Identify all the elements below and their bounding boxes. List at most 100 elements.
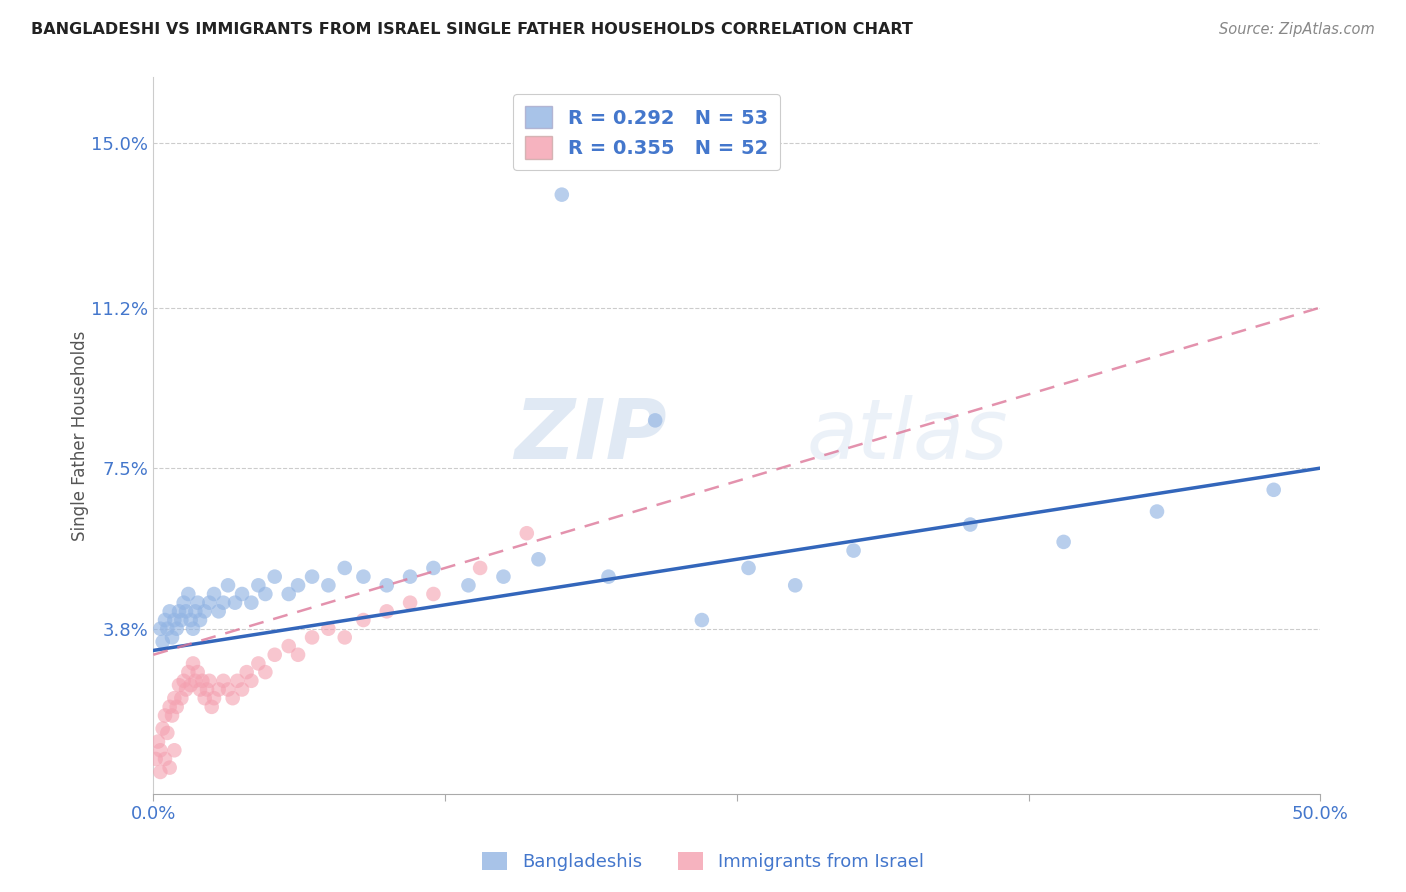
Text: BANGLADESHI VS IMMIGRANTS FROM ISRAEL SINGLE FATHER HOUSEHOLDS CORRELATION CHART: BANGLADESHI VS IMMIGRANTS FROM ISRAEL SI… bbox=[31, 22, 912, 37]
Point bbox=[226, 673, 249, 688]
Point bbox=[174, 604, 197, 618]
Point bbox=[399, 596, 422, 610]
Point bbox=[231, 682, 253, 697]
Point bbox=[457, 578, 479, 592]
Point bbox=[184, 673, 207, 688]
Point bbox=[318, 578, 340, 592]
Point bbox=[173, 596, 195, 610]
Point bbox=[318, 622, 340, 636]
Point bbox=[180, 613, 202, 627]
Point bbox=[277, 639, 299, 653]
Point bbox=[170, 613, 193, 627]
Point bbox=[527, 552, 550, 566]
Point bbox=[152, 722, 174, 736]
Point bbox=[198, 673, 221, 688]
Point bbox=[247, 578, 270, 592]
Point bbox=[163, 691, 186, 706]
Point bbox=[224, 596, 246, 610]
Point bbox=[1146, 504, 1168, 518]
Point bbox=[422, 587, 444, 601]
Text: Source: ZipAtlas.com: Source: ZipAtlas.com bbox=[1219, 22, 1375, 37]
Point bbox=[240, 673, 263, 688]
Point bbox=[166, 622, 188, 636]
Point bbox=[163, 743, 186, 757]
Point bbox=[166, 699, 188, 714]
Point bbox=[247, 657, 270, 671]
Point bbox=[468, 561, 491, 575]
Legend: R = 0.292   N = 53, R = 0.355   N = 52: R = 0.292 N = 53, R = 0.355 N = 52 bbox=[513, 95, 779, 170]
Point bbox=[399, 569, 422, 583]
Point bbox=[201, 699, 224, 714]
Point bbox=[301, 569, 323, 583]
Point bbox=[208, 604, 231, 618]
Point bbox=[177, 665, 200, 680]
Point bbox=[1052, 535, 1074, 549]
Point bbox=[422, 561, 444, 575]
Point bbox=[287, 648, 309, 662]
Point bbox=[287, 578, 309, 592]
Point bbox=[167, 604, 190, 618]
Point bbox=[222, 691, 245, 706]
Point bbox=[352, 613, 374, 627]
Point bbox=[163, 613, 186, 627]
Point bbox=[202, 587, 225, 601]
Point bbox=[156, 622, 179, 636]
Point bbox=[1263, 483, 1285, 497]
Point bbox=[173, 673, 195, 688]
Point bbox=[263, 648, 285, 662]
Legend: Bangladeshis, Immigrants from Israel: Bangladeshis, Immigrants from Israel bbox=[475, 845, 931, 879]
Point bbox=[159, 699, 181, 714]
Point bbox=[153, 752, 176, 766]
Point bbox=[188, 613, 211, 627]
Point bbox=[842, 543, 865, 558]
Point bbox=[145, 752, 167, 766]
Point bbox=[152, 634, 174, 648]
Text: ZIP: ZIP bbox=[515, 395, 666, 476]
Point bbox=[202, 691, 225, 706]
Point bbox=[217, 682, 239, 697]
Point bbox=[959, 517, 981, 532]
Point bbox=[208, 682, 231, 697]
Point bbox=[212, 673, 235, 688]
Point bbox=[254, 665, 277, 680]
Point bbox=[181, 657, 204, 671]
Point bbox=[235, 665, 257, 680]
Point bbox=[187, 665, 209, 680]
Point bbox=[184, 604, 207, 618]
Point bbox=[149, 622, 172, 636]
Point bbox=[191, 673, 214, 688]
Point bbox=[690, 613, 713, 627]
Point bbox=[598, 569, 620, 583]
Point bbox=[352, 569, 374, 583]
Point bbox=[153, 708, 176, 723]
Point bbox=[181, 622, 204, 636]
Point bbox=[174, 682, 197, 697]
Point bbox=[516, 526, 538, 541]
Point bbox=[188, 682, 211, 697]
Point bbox=[149, 764, 172, 779]
Point bbox=[160, 631, 183, 645]
Point bbox=[194, 691, 217, 706]
Point bbox=[254, 587, 277, 601]
Y-axis label: Single Father Households: Single Father Households bbox=[72, 330, 89, 541]
Point bbox=[149, 743, 172, 757]
Point bbox=[375, 604, 398, 618]
Point bbox=[198, 596, 221, 610]
Point bbox=[240, 596, 263, 610]
Point bbox=[785, 578, 807, 592]
Point bbox=[187, 596, 209, 610]
Point bbox=[156, 726, 179, 740]
Text: atlas: atlas bbox=[807, 395, 1008, 476]
Point bbox=[167, 678, 190, 692]
Point bbox=[375, 578, 398, 592]
Point bbox=[177, 587, 200, 601]
Point bbox=[180, 678, 202, 692]
Point bbox=[159, 604, 181, 618]
Point bbox=[301, 631, 323, 645]
Point bbox=[333, 631, 356, 645]
Point bbox=[644, 413, 666, 427]
Point bbox=[551, 187, 574, 202]
Point bbox=[492, 569, 515, 583]
Point bbox=[212, 596, 235, 610]
Point bbox=[194, 604, 217, 618]
